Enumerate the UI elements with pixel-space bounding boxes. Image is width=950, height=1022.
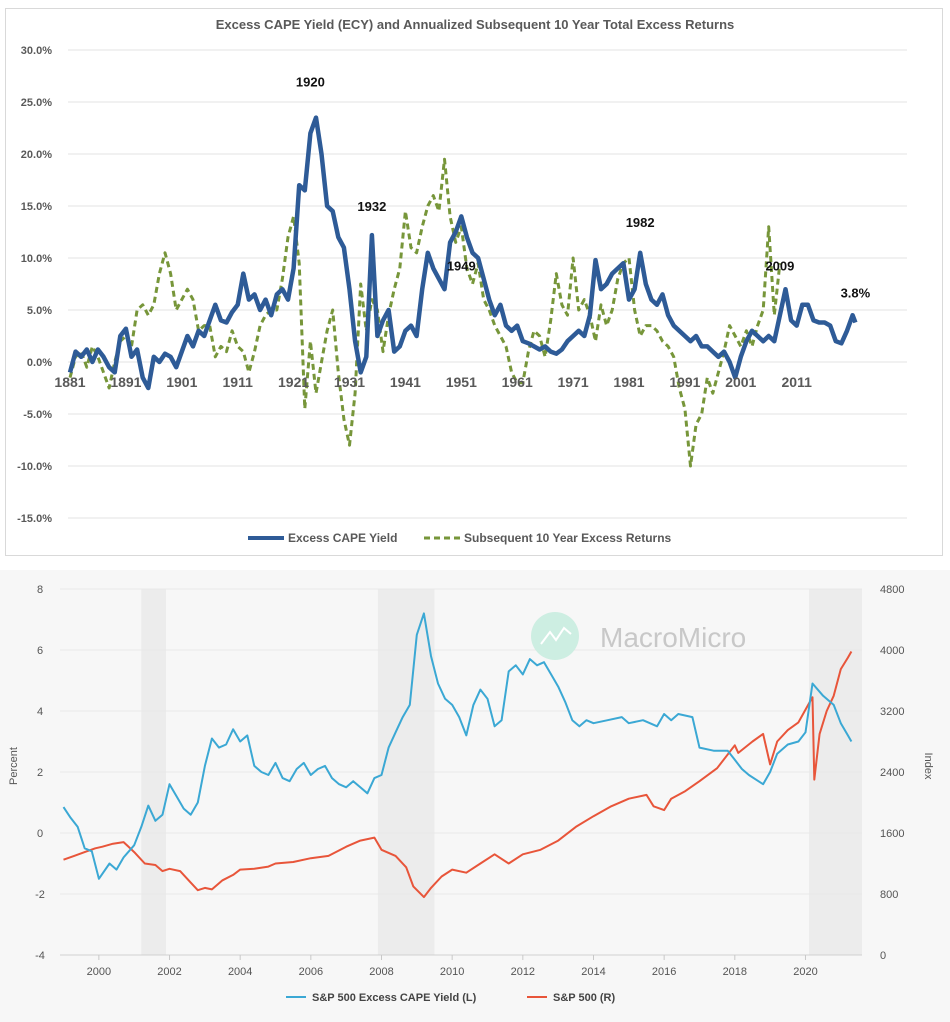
- legend: Excess CAPE Yield Subsequent 10 Year Exc…: [248, 531, 672, 545]
- y-tick-label: -10.0%: [17, 461, 52, 473]
- macromicro-chart: MacroMicro 8 6 4 2 0 -2 -4 4800 4000 3200 2400 160…: [8, 584, 934, 1004]
- x-tick-label: 1881: [54, 374, 85, 390]
- x-tick-label: 2014: [581, 966, 605, 978]
- left-tick-label: 6: [37, 645, 43, 657]
- watermark: MacroMicro: [531, 612, 746, 660]
- x-tick-label: 1911: [223, 374, 254, 390]
- macromicro-logo-icon: [531, 612, 579, 660]
- left-axis-label: Percent: [8, 747, 20, 785]
- left-tick-label: 2: [37, 767, 43, 779]
- x-tick-label: 2004: [228, 966, 252, 978]
- logo-chart-glyph: [540, 626, 572, 645]
- annotation-label: 2009: [765, 258, 794, 273]
- x-tick-label: 2012: [511, 966, 535, 978]
- x-tick-label: 1941: [390, 374, 421, 390]
- x-tick-label: 1931: [334, 374, 365, 390]
- x-tick-label: 2001: [725, 374, 756, 390]
- annotation-label: 1920: [296, 74, 325, 89]
- annotation-label: 1932: [357, 199, 386, 214]
- x-tick-label: 2010: [440, 966, 464, 978]
- y-tick-label: 25.0%: [21, 97, 52, 109]
- series-line-ecy: [67, 115, 858, 391]
- right-tick-label: 4000: [880, 645, 904, 657]
- left-tick-label: 4: [37, 706, 43, 718]
- left-tick-label: 8: [37, 584, 43, 596]
- chart-title: Excess CAPE Yield (ECY) and Annualized S…: [216, 17, 735, 32]
- y-tick-label: 30.0%: [21, 45, 52, 57]
- annotation-label: 3.8%: [841, 286, 871, 301]
- x-tick-label: 1891: [110, 374, 141, 390]
- x-tick-label: 2008: [369, 966, 393, 978]
- y-tick-label: 10.0%: [21, 253, 52, 265]
- x-tick-label: 1971: [558, 374, 589, 390]
- legend: S&P 500 Excess CAPE Yield (L) S&P 500 (R…: [286, 992, 615, 1004]
- x-tick-label: 2018: [723, 966, 747, 978]
- y-tick-label: -15.0%: [17, 513, 52, 525]
- left-tick-label: 0: [37, 828, 43, 840]
- x-tick-label: 2006: [299, 966, 323, 978]
- legend-label-spx[interactable]: S&P 500 (R): [553, 992, 615, 1004]
- x-tick-label: 2011: [782, 374, 813, 390]
- right-tick-label: 800: [880, 889, 898, 901]
- x-tick-label: 1991: [669, 374, 700, 390]
- right-tick-label: 1600: [880, 828, 904, 840]
- right-tick-label: 2400: [880, 767, 904, 779]
- x-tick-label: 2000: [87, 966, 111, 978]
- y-tick-label: 15.0%: [21, 201, 52, 213]
- right-axis-label: Index: [922, 753, 934, 780]
- series-line-spx: [63, 651, 853, 899]
- y-tick-label: -5.0%: [23, 409, 52, 421]
- y-tick-label: 0.0%: [27, 357, 52, 369]
- series-line-ecy: [62, 612, 853, 880]
- x-tick-label: 1961: [502, 374, 533, 390]
- left-tick-label: -4: [35, 950, 45, 962]
- y-tick-label: 5.0%: [27, 305, 52, 317]
- x-tick-label: 1901: [166, 374, 197, 390]
- x-tick-label: 2016: [652, 966, 676, 978]
- legend-label-returns[interactable]: Subsequent 10 Year Excess Returns: [464, 531, 672, 545]
- legend-label-ecy[interactable]: Excess CAPE Yield: [288, 531, 397, 545]
- x-tick-label: 1921: [278, 374, 309, 390]
- right-tick-label: 0: [880, 950, 886, 962]
- x-tick-label: 2020: [793, 966, 817, 978]
- left-tick-label: -2: [35, 889, 45, 901]
- series-line-returns: [68, 157, 782, 468]
- x-tick-label: 1981: [613, 374, 644, 390]
- x-tick-label: 2002: [157, 966, 181, 978]
- y-tick-label: 20.0%: [21, 149, 52, 161]
- ecy-history-chart: Excess CAPE Yield (ECY) and Annualized S…: [17, 17, 907, 545]
- annotation-label: 1949: [447, 258, 476, 273]
- watermark-text: MacroMicro: [600, 622, 746, 653]
- right-tick-label: 3200: [880, 706, 904, 718]
- annotation-label: 1982: [626, 215, 655, 230]
- x-tick-label: 1951: [446, 374, 477, 390]
- right-tick-label: 4800: [880, 584, 904, 596]
- legend-label-ecy[interactable]: S&P 500 Excess CAPE Yield (L): [312, 992, 477, 1004]
